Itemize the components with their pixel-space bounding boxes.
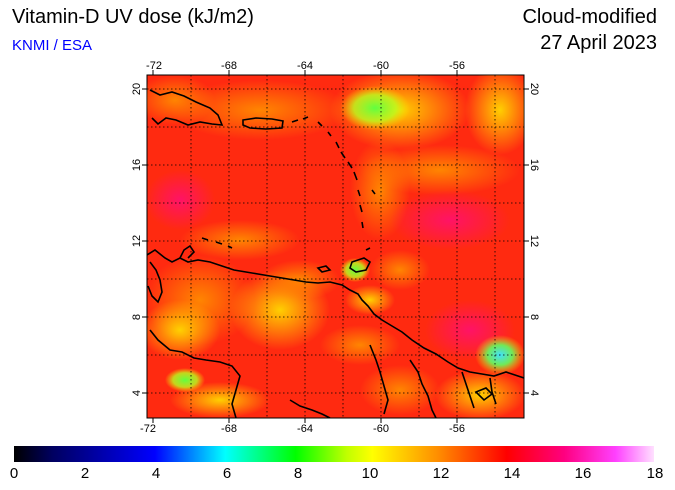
lat-tick-right: 20 (528, 83, 540, 95)
lon-tick-top: -64 (297, 60, 313, 72)
lat-tick-right: 8 (528, 314, 540, 320)
lon-tick-bottom: -72 (140, 423, 156, 435)
graticule (147, 75, 524, 418)
colorbar-label: 4 (151, 465, 161, 482)
lat-tick-left: 20 (131, 83, 143, 95)
map-title: Vitamin-D UV dose (kJ/m2) (12, 6, 254, 28)
colorbar-label: 10 (361, 465, 379, 482)
lat-tick-left: 12 (131, 235, 143, 247)
colorbar-label: 8 (293, 465, 303, 482)
credit-label: KNMI / ESA (12, 37, 93, 54)
lon-tick-bottom: -60 (373, 423, 389, 435)
product-label: Cloud-modified (522, 6, 657, 28)
lat-tick-left: 4 (131, 390, 143, 396)
lat-tick-left: 16 (131, 159, 143, 171)
colorbar-label: 0 (9, 465, 19, 482)
axis-ticks (142, 70, 529, 423)
colorbar-label: 16 (574, 465, 592, 482)
colorbar-label: 14 (503, 465, 521, 482)
lat-tick-left: 8 (131, 314, 143, 320)
colorbar-label: 18 (646, 465, 664, 482)
lon-tick-top: -68 (221, 60, 237, 72)
lon-tick-bottom: -56 (449, 423, 465, 435)
date-label: 27 April 2023 (540, 32, 657, 54)
lon-tick-bottom: -64 (297, 423, 313, 435)
coastlines (147, 89, 524, 418)
lat-tick-right: 12 (528, 235, 540, 247)
uv-dose-map: -72 -68 -64 -60 -56 -72 -68 -64 -60 -56 … (131, 60, 540, 435)
colorbar-label: 2 (80, 465, 90, 482)
lon-tick-top: -56 (449, 60, 465, 72)
colorbar-label: 12 (432, 465, 450, 482)
lon-tick-bottom: -68 (221, 423, 237, 435)
colorbar (14, 446, 654, 462)
lon-tick-top: -72 (146, 60, 162, 72)
lon-tick-top: -60 (373, 60, 389, 72)
colorbar-label: 6 (222, 465, 232, 482)
lat-tick-right: 16 (528, 159, 540, 171)
lat-tick-right: 4 (528, 390, 540, 396)
